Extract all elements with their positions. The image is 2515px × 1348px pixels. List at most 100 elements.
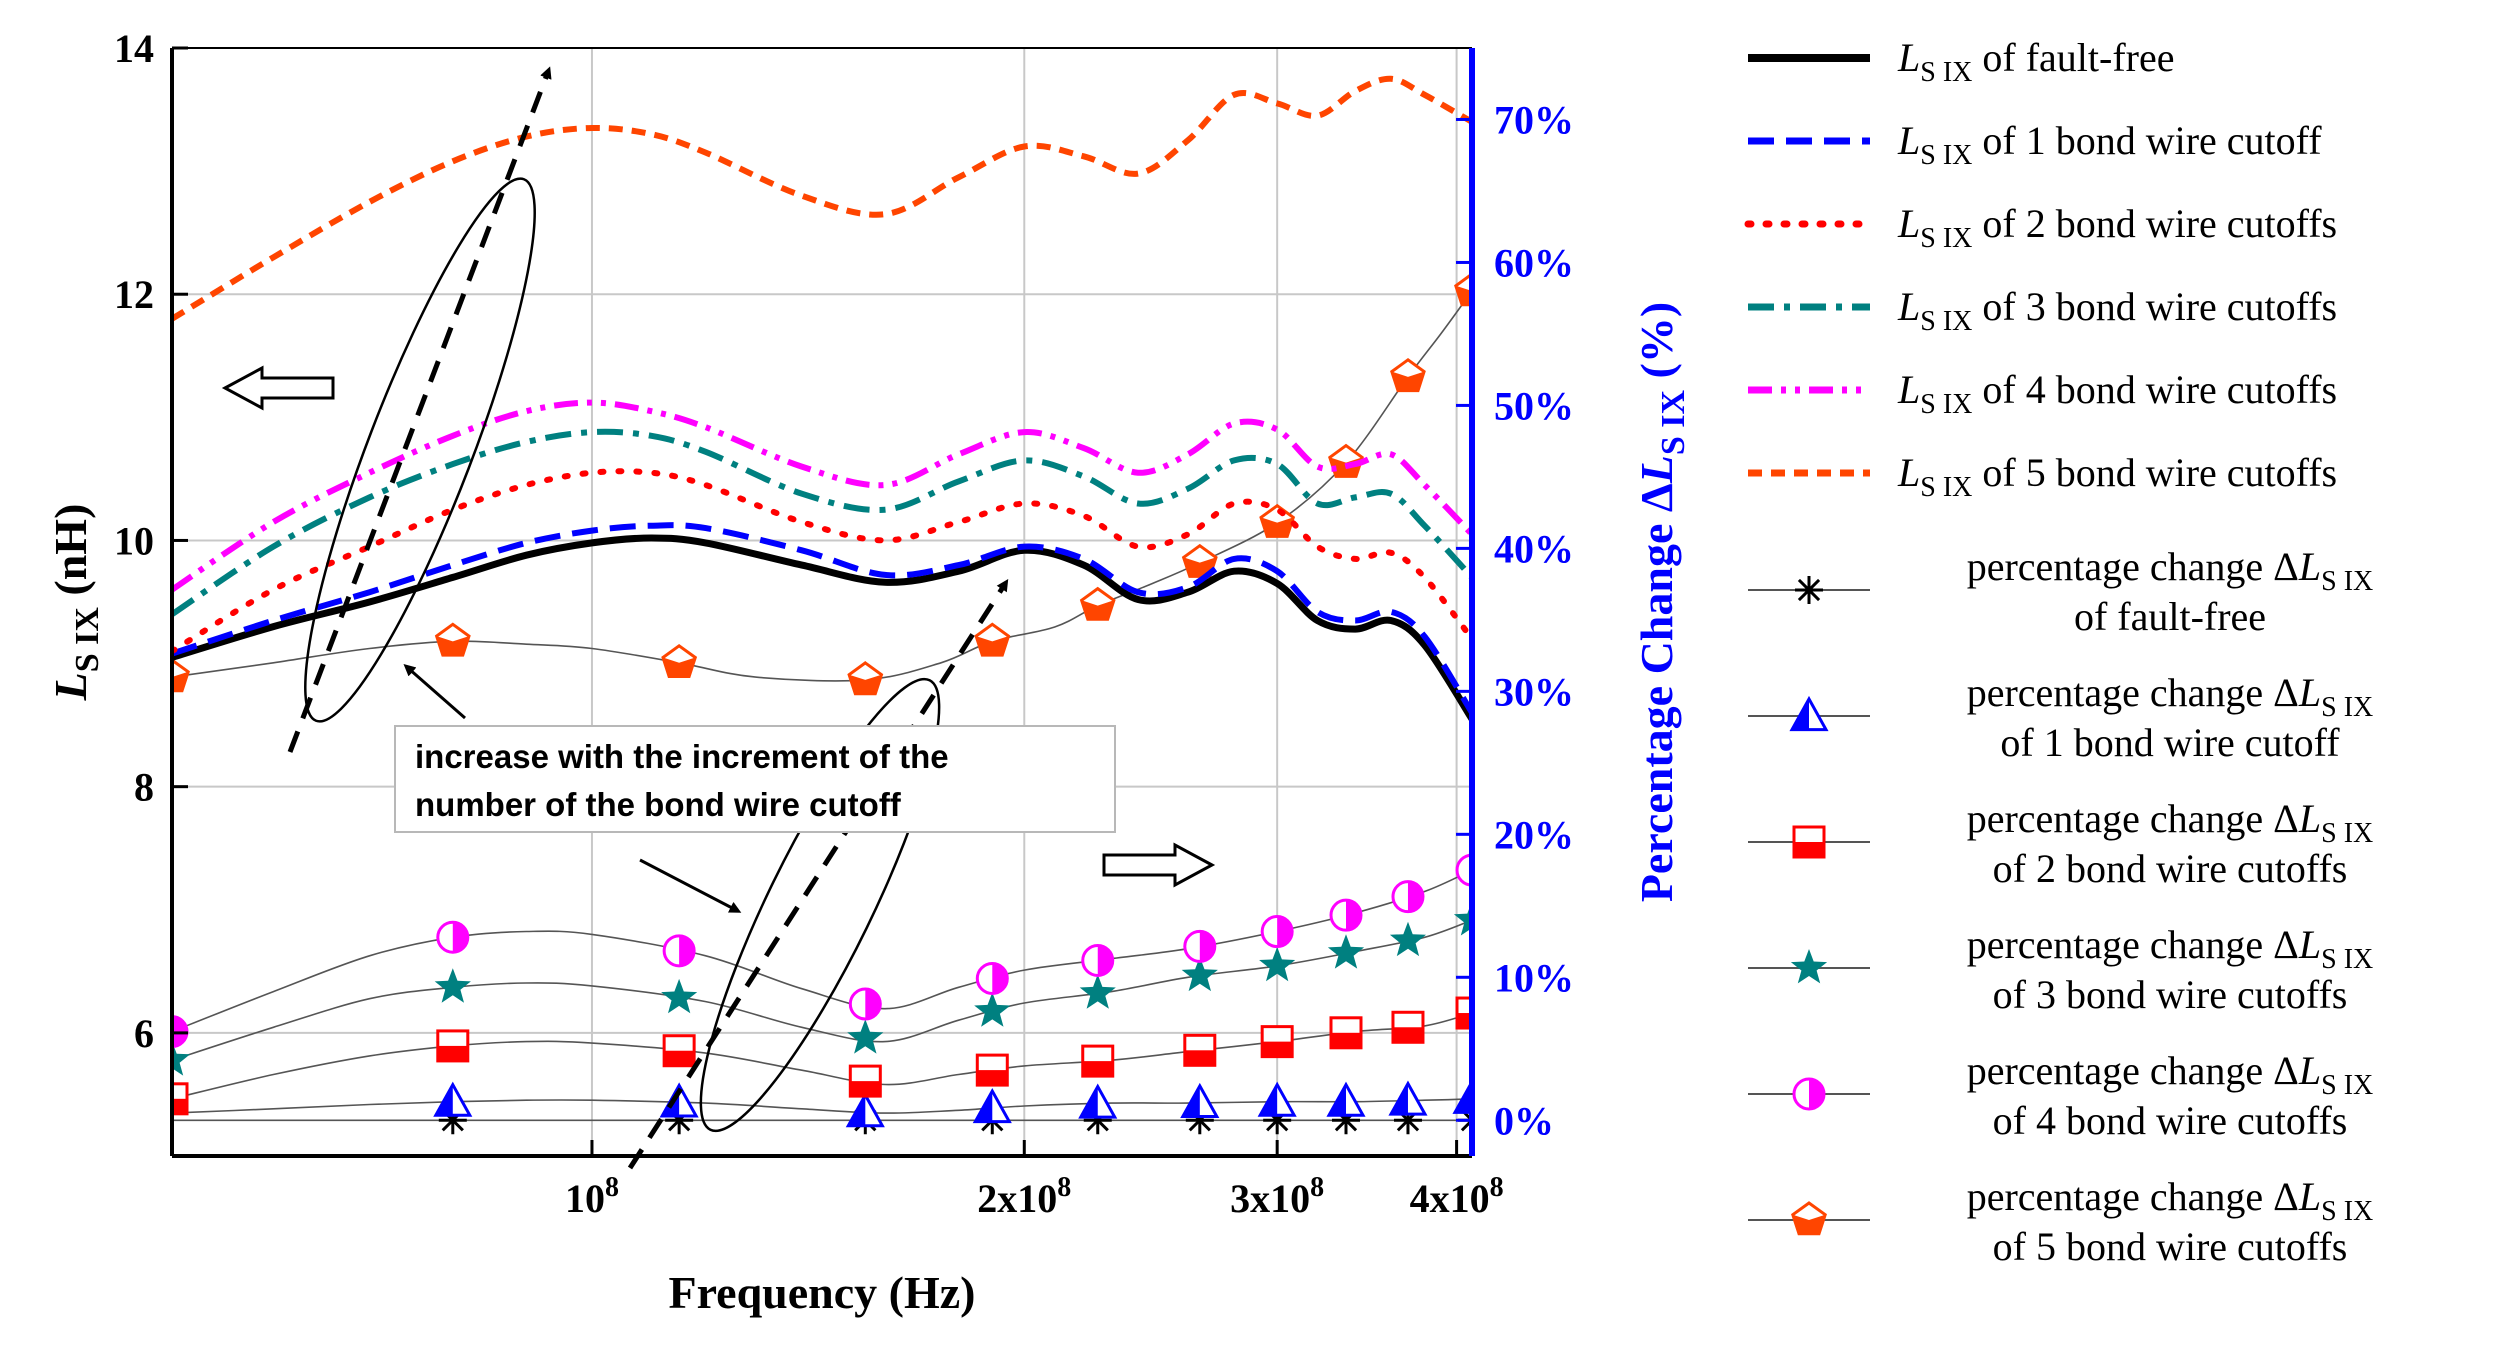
annotation-pointer-lower [639, 858, 742, 913]
marker-star [661, 978, 698, 1014]
left-tick-label: 8 [134, 765, 154, 810]
ellipse-upper [304, 177, 536, 723]
bottom-tick-label: 4x108 [1410, 1172, 1504, 1221]
percentage-series-2 [172, 996, 1472, 1116]
marker-pentagon-fill [1081, 600, 1114, 620]
percentage-series-3 [172, 901, 1472, 1076]
percentage-series-1 [172, 1078, 1472, 1128]
annotation-layer: increase with the increment of the number… [221, 66, 1216, 1170]
marker-square-fill [1794, 842, 1824, 857]
legend-pct-label2-4: of 4 bond wire cutoffs [1993, 1098, 2348, 1143]
legend-pct-label2-2: of 2 bond wire cutoffs [1993, 846, 2348, 891]
marker-asterisk [1797, 578, 1821, 602]
marker-circle-fill [1345, 900, 1361, 931]
marker-circle-fill [992, 963, 1008, 994]
marker-square-fill [1184, 1050, 1215, 1066]
annotation-pointer-upper [403, 664, 466, 720]
right-tick-label: 70% [1494, 97, 1574, 142]
dashed-arrow-upper [287, 66, 552, 753]
legend-pct-label2-5: of 5 bond wire cutoffs [1993, 1224, 2348, 1269]
legend-pct-label2-3: of 3 bond wire cutoffs [1993, 972, 2348, 1017]
marker-triangle-fill [848, 1095, 866, 1126]
marker-pentagon-fill [849, 674, 882, 694]
y-axis-right-title: Percentage Change ΔLS IX (%) [1631, 302, 1692, 902]
percentage-series-4 [172, 853, 1472, 1049]
right-tick-label: 30% [1494, 669, 1574, 714]
left-tick-label: 6 [134, 1011, 154, 1056]
marker-pentagon-fill [1455, 285, 1472, 305]
right-tick-label: 60% [1494, 240, 1574, 285]
x-axis-title: Frequency (Hz) [668, 1267, 975, 1318]
marker-triangle-fill [435, 1084, 453, 1116]
marker-circle-fill [1097, 945, 1113, 976]
marker-star [434, 968, 471, 1003]
bottom-tick-label: 3x108 [1230, 1172, 1324, 1221]
bottom-tick-label: 108 [565, 1172, 619, 1221]
marker-pentagon-fill [172, 671, 189, 691]
marker-square-fill [172, 1098, 187, 1114]
right-tick-label: 40% [1494, 526, 1574, 571]
annotation-line2: number of the bond wire cutoff [415, 786, 902, 823]
right-tick-label: 0% [1494, 1098, 1554, 1143]
y-axis-left-title: LS IX (nH) [45, 504, 106, 702]
marker-circle-fill [452, 922, 468, 953]
marker-triangle-fill [1792, 699, 1809, 730]
left-axis-pointer-arrow [221, 365, 335, 411]
legend-pct-label-0: percentage change ΔLS IX [1967, 544, 2374, 597]
marker-square-fill [1392, 1027, 1423, 1043]
marker-circle-fill [1199, 931, 1215, 962]
marker-circle-fill [679, 935, 695, 966]
marker-star [1453, 901, 1472, 936]
marker-square-fill [1082, 1061, 1113, 1077]
legend-pct-label-5: percentage change ΔLS IX [1967, 1174, 2374, 1227]
marker-star [172, 1041, 191, 1076]
marker-triangle-fill [1328, 1084, 1346, 1116]
inductance-series-0 [172, 534, 1472, 721]
marker-circle [1455, 853, 1472, 887]
marker-square-fill [437, 1045, 468, 1061]
marker-star [847, 1019, 884, 1054]
marker-star [1079, 974, 1116, 1009]
marker-star [1327, 934, 1365, 969]
legend-label-4: LS IX of 4 bond wire cutoffs [1897, 367, 2337, 420]
legend-pct-label-1: percentage change ΔLS IX [1967, 670, 2374, 723]
left-tick-label: 12 [114, 272, 154, 317]
marker-triangle-fill [975, 1091, 993, 1122]
marker-pentagon-fill [663, 657, 696, 677]
marker-pentagon-fill [1792, 1214, 1826, 1234]
marker-triangle-fill [1080, 1086, 1098, 1118]
marker-triangle-fill [662, 1085, 680, 1117]
marker-square-fill [1262, 1041, 1293, 1057]
marker-square-fill [850, 1081, 881, 1097]
legend-pct-label2-1: of 1 bond wire cutoff [2000, 720, 2340, 765]
right-tick-label: 20% [1494, 812, 1574, 857]
marker-square-fill [664, 1050, 695, 1066]
marker-circle-fill [865, 988, 881, 1019]
inductance-series-5 [172, 75, 1472, 322]
marker-square-fill [1457, 1013, 1472, 1029]
ellipse-lower [699, 677, 941, 1133]
inductance-series-3 [172, 428, 1472, 617]
right-axis-pointer-arrow [1102, 842, 1216, 888]
marker-square-fill [1330, 1032, 1361, 1048]
legend-pct-label2-0: of fault-free [2074, 594, 2266, 639]
legend-label-2: LS IX of 2 bond wire cutoffs [1897, 201, 2337, 254]
legend-label-5: LS IX of 5 bond wire cutoffs [1897, 450, 2337, 503]
marker-circle-fill [1407, 881, 1423, 912]
marker-asterisk [1460, 1118, 1472, 1132]
annotation-box [394, 725, 1116, 833]
marker-star [1790, 949, 1828, 984]
marker-circle-fill [1809, 1079, 1824, 1109]
marker-star [1389, 921, 1426, 957]
left-tick-label: 14 [114, 26, 154, 71]
marker-star [974, 992, 1011, 1027]
inductance-series-4 [172, 399, 1472, 593]
dashed-arrow-lower [627, 578, 1009, 1170]
legend-label-1: LS IX of 1 bond wire cutoff [1897, 118, 2322, 171]
marker-square-fill [977, 1070, 1008, 1086]
bottom-tick-label: 2x108 [977, 1172, 1071, 1221]
legend: LS IX of fault-free LS IX of 1 bond wire … [1744, 35, 2374, 1269]
legend-pct-label-2: percentage change ΔLS IX [1967, 796, 2374, 849]
marker-pentagon-fill [1261, 517, 1294, 537]
